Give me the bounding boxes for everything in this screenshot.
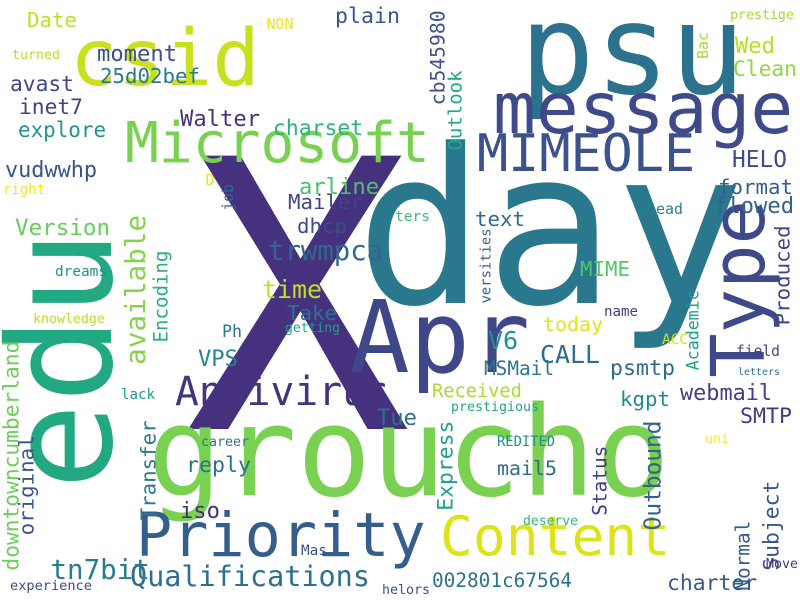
word-arline: arline xyxy=(299,174,380,200)
word-helors: helors xyxy=(382,582,431,598)
word-message: message xyxy=(493,66,794,150)
word-inet7: inet7 xyxy=(19,94,83,120)
word-redited: REDITED xyxy=(497,434,556,450)
word-format: format xyxy=(718,174,794,199)
word-downtowncumberland: downtowncumberland xyxy=(0,340,25,571)
word-bac: Bac xyxy=(693,31,712,59)
word-uni: uni xyxy=(705,431,729,447)
word-letters: letters xyxy=(738,367,781,378)
word-text: text xyxy=(475,206,525,231)
word-iso: iso xyxy=(180,498,220,524)
word-acc: ACC xyxy=(662,332,688,348)
word-moment: moment xyxy=(97,41,178,67)
word-dhcp: dhcp xyxy=(297,213,347,238)
word-psu: psu xyxy=(519,0,746,123)
word-transfer: Transfer xyxy=(136,419,161,520)
word-psmtp: psmtp xyxy=(610,356,675,381)
word-ters: ters xyxy=(395,208,430,225)
word-groucho: groucho xyxy=(147,381,671,525)
word-status: Status xyxy=(588,445,612,516)
word-apr: Apr xyxy=(349,279,531,396)
word-knowledge: knowledge xyxy=(33,311,105,327)
word-webmail: webmail xyxy=(680,381,773,406)
word-x: X xyxy=(185,81,411,518)
word-take: Take xyxy=(287,300,337,325)
word-mas: Mas xyxy=(301,543,327,559)
word-prestigious: prestigious xyxy=(451,399,539,415)
word-walter: Walter xyxy=(180,106,261,132)
word-field: field xyxy=(736,342,780,360)
word-microsoft: Microsoft xyxy=(125,111,430,176)
word-v6: V6 xyxy=(488,325,519,355)
word-name: name xyxy=(604,304,638,320)
word-versities: versities xyxy=(478,227,495,303)
word-mail5: mail5 xyxy=(497,457,557,480)
word-explore: explore xyxy=(18,117,107,142)
word-academic: Academic xyxy=(683,289,703,370)
word-mime: MIME xyxy=(580,256,630,281)
word-dreams: dreams xyxy=(55,264,107,280)
word-qualifications: Qualifications xyxy=(130,560,370,593)
word-date: Date xyxy=(27,7,77,32)
word-turned: turned xyxy=(12,47,61,63)
word-today: today xyxy=(543,313,603,336)
word-move: Move xyxy=(766,556,798,572)
word-trwmpca: trwmpca xyxy=(268,235,384,267)
word-career: career xyxy=(201,434,250,450)
word-d: D xyxy=(205,170,215,189)
word-version: Version xyxy=(15,214,111,241)
word-charset: charset xyxy=(273,115,364,141)
word-charter: charter xyxy=(667,570,758,596)
word-smtp: SMTP xyxy=(740,404,792,429)
word-non: NON xyxy=(266,14,294,33)
word-tn7bit: tn7bit xyxy=(50,554,150,586)
word-clean: Clean xyxy=(733,56,797,82)
word-lack: lack xyxy=(121,387,155,403)
word-vps: VPS xyxy=(198,346,238,372)
word-getting: getting xyxy=(285,320,340,336)
word-right: right xyxy=(3,182,45,198)
word-deserve: deserve xyxy=(523,513,578,529)
word-produced: Produced xyxy=(770,224,795,325)
word-antivirus: Antivirus xyxy=(175,369,390,415)
word-25d02bef: 25d02bef xyxy=(100,63,200,88)
word-content: Content xyxy=(440,503,671,568)
word-received: Received xyxy=(432,380,522,402)
word-helo: HELO xyxy=(732,146,787,173)
word-csid: csid xyxy=(70,11,260,104)
word-encoding: Encoding xyxy=(149,250,173,342)
word-msmail: MSMail xyxy=(484,356,554,380)
word-job: job xyxy=(218,183,237,211)
word-reply: reply xyxy=(186,453,251,478)
word-kgpt: kgpt xyxy=(620,386,670,411)
word-002801c67564: 002801c67564 xyxy=(432,568,572,592)
word-outbound: Outbound xyxy=(640,419,667,530)
word-plain: plain xyxy=(335,4,400,29)
word-avast: avast xyxy=(10,71,74,97)
word-mimeole: MIMEOLE xyxy=(477,124,696,184)
word-vudwwhp: vudwwhp xyxy=(5,158,98,183)
word-available: available xyxy=(119,214,153,365)
word-prestige: prestige xyxy=(730,7,794,23)
word-cb545980: cb545980 xyxy=(426,9,450,105)
word-ahead: ahead xyxy=(638,199,683,218)
word-time: time xyxy=(262,274,322,304)
word-wed: Wed xyxy=(735,33,775,59)
word-day: day xyxy=(355,102,745,354)
word-call: CALL xyxy=(540,339,600,369)
word-flowed: flowed xyxy=(714,193,795,219)
word-tue: Tue xyxy=(377,405,417,431)
word-experience: experience xyxy=(10,578,92,594)
word-mailer: Mailer xyxy=(288,189,364,214)
word-priority: Priority xyxy=(136,501,426,571)
word-ph: Ph xyxy=(222,321,243,341)
word-express: Express xyxy=(433,420,459,511)
